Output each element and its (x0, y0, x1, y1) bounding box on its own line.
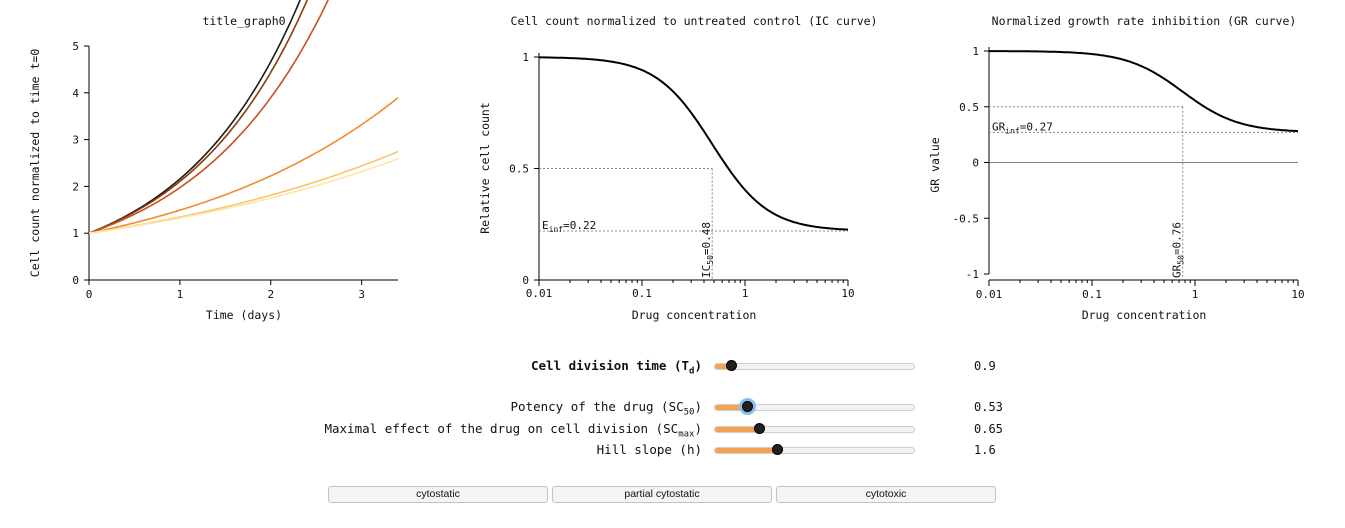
y-tick-label: 3 (72, 134, 79, 147)
x-tick-label: 0.01 (976, 288, 1003, 301)
cytostatic-button[interactable]: cytostatic (328, 486, 548, 503)
grinf-annotation: GRinf=0.27 (992, 120, 1053, 135)
slider-cell-division-time[interactable] (714, 363, 915, 370)
x-tick-label: 3 (358, 288, 365, 301)
y-tick-label: 4 (72, 87, 79, 100)
growth-chart: 0 1 2 3 4 5 0 1 2 3 title_graph0 Time (days) Cell co… (28, 0, 398, 322)
slider-thumb[interactable] (726, 360, 737, 371)
label-maximal-effect: Maximal effect of the drug on cell divis… (324, 421, 702, 440)
value-potency: 0.53 (974, 400, 1003, 414)
gr-curve (989, 51, 1298, 131)
ic-curve (539, 57, 848, 229)
slider-maximal-effect[interactable] (714, 426, 915, 433)
chart-title: title_graph0 (202, 14, 285, 28)
value-hill-slope: 1.6 (974, 443, 996, 457)
partial-cytostatic-button[interactable]: partial cytostatic (552, 486, 772, 503)
y-tick-label: 1 (522, 51, 529, 64)
x-tick-label: 0.01 (526, 287, 553, 300)
series-line (89, 98, 398, 234)
y-tick-label: 2 (72, 180, 79, 193)
y-tick-label: 5 (72, 40, 79, 53)
y-tick-label: 0 (522, 274, 529, 287)
slider-thumb[interactable] (754, 423, 765, 434)
x-tick-label: 1 (742, 287, 749, 300)
x-tick-label: 0.1 (632, 287, 652, 300)
series-line (89, 0, 398, 233)
y-axis-label: Cell count normalized to time t=0 (28, 49, 42, 278)
slider-potency[interactable] (714, 404, 915, 411)
x-tick-label: 10 (1291, 288, 1304, 301)
value-cell-division-time: 0.9 (974, 359, 996, 373)
slider-hill-slope[interactable] (714, 447, 915, 454)
series-line (89, 152, 398, 234)
cytotoxic-button[interactable]: cytotoxic (776, 486, 996, 503)
y-tick-label: -1 (966, 268, 979, 281)
chart-title: Cell count normalized to untreated contr… (511, 14, 878, 28)
y-tick-label: 0 (972, 157, 979, 170)
ic50-annotation: IC50=0.48 (700, 222, 715, 278)
gr50-annotation: GR50=0.76 (1171, 222, 1186, 278)
x-tick-label: 0 (86, 288, 93, 301)
series-line (89, 0, 398, 233)
x-tick-label: 2 (267, 288, 274, 301)
y-tick-label: 1 (72, 227, 79, 240)
y-tick-label: 0 (72, 274, 79, 287)
ic-chart: 0 0.5 1 0.01 0.1 1 10 Einf=0.22 IC50=0.48 Cell co… (478, 14, 877, 322)
x-axis-label: Drug concentration (1082, 308, 1207, 322)
label-potency: Potency of the drug (SC50) (511, 399, 702, 418)
label-hill-slope: Hill slope (h) (597, 442, 702, 461)
y-axis-label: GR value (928, 137, 942, 192)
y-tick-label: -0.5 (953, 212, 980, 225)
y-tick-label: 1 (972, 45, 979, 58)
gr-chart: -1 -0.5 0 0.5 1 0.01 0.1 1 10 GRinf=0.27 GR50=0.76… (928, 14, 1305, 322)
x-tick-label: 1 (1192, 288, 1199, 301)
series-line (89, 0, 398, 233)
label-cell-division-time: Cell division time (Td) (531, 358, 702, 377)
y-axis-label: Relative cell count (478, 102, 492, 234)
value-maximal-effect: 0.65 (974, 422, 1003, 436)
slider-fill (715, 448, 777, 453)
slider-fill (715, 427, 759, 432)
slider-thumb[interactable] (772, 444, 783, 455)
chart-title: Normalized growth rate inhibition (GR cu… (992, 14, 1297, 28)
slider-thumb[interactable] (742, 401, 753, 412)
x-axis-label: Time (days) (206, 308, 282, 322)
x-axis-label: Drug concentration (632, 308, 757, 322)
x-tick-label: 10 (841, 287, 854, 300)
y-tick-label: 0.5 (509, 163, 529, 176)
x-tick-label: 1 (177, 288, 184, 301)
y-tick-label: 0.5 (959, 101, 979, 114)
x-tick-label: 0.1 (1082, 288, 1102, 301)
einf-annotation: Einf=0.22 (542, 219, 596, 234)
